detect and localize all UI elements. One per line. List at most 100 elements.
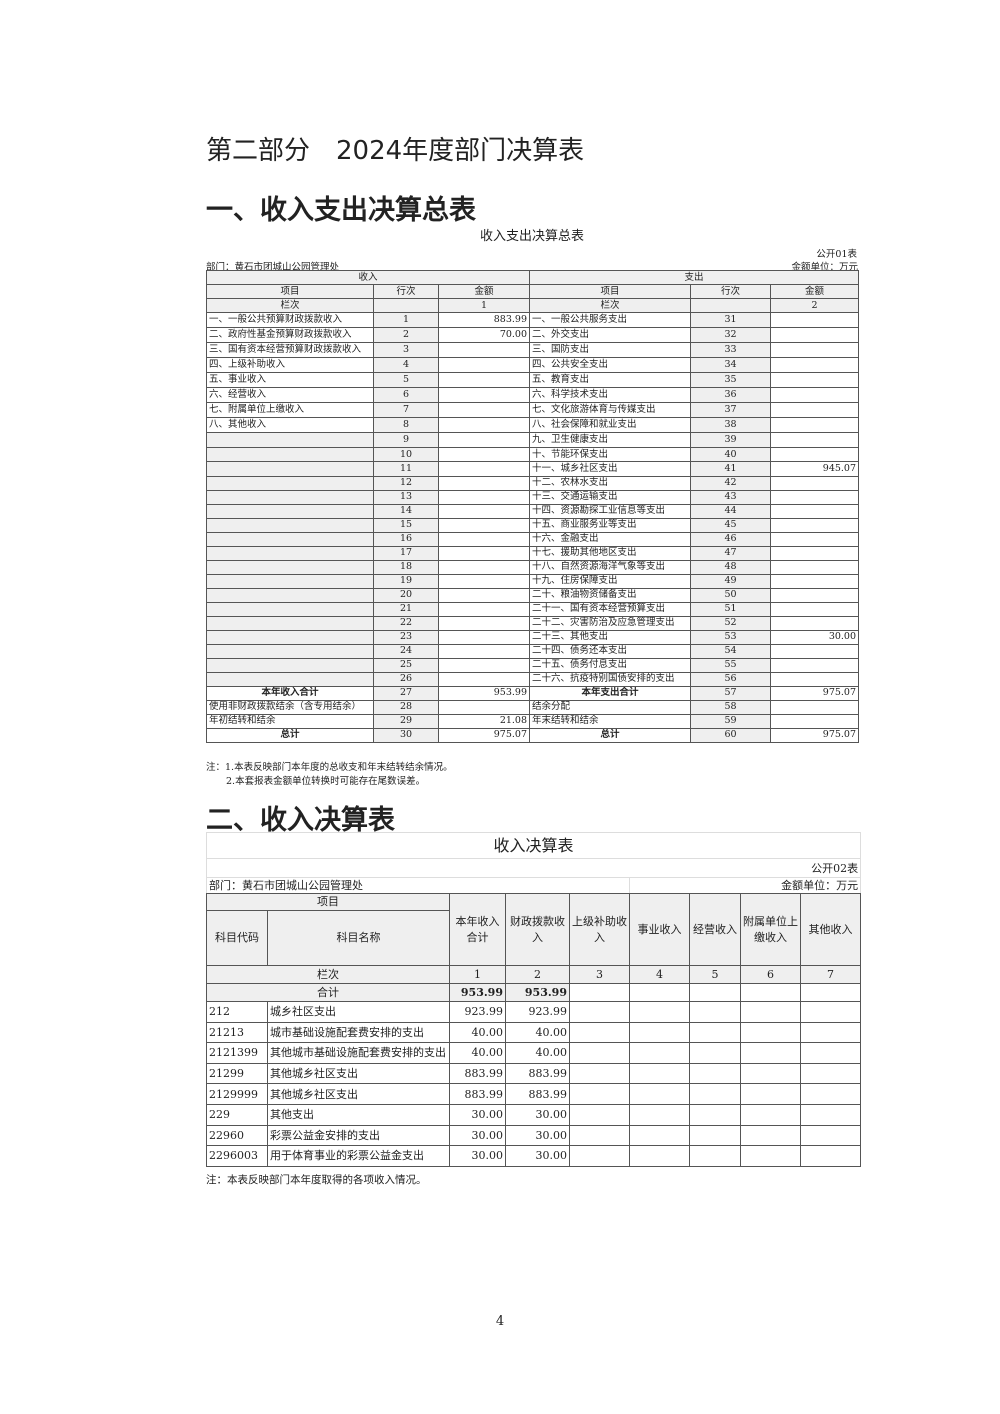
income-row-no: 17 bbox=[373, 545, 439, 561]
amount: 30.00 bbox=[449, 1145, 506, 1167]
expense-amount bbox=[770, 601, 860, 617]
amount: 883.99 bbox=[449, 1083, 506, 1105]
expense-item: 六、科学技术支出 bbox=[529, 387, 692, 403]
total-value: 953.99 bbox=[505, 983, 570, 1002]
amount bbox=[740, 1042, 801, 1064]
expense-item: 本年支出合计 bbox=[529, 685, 692, 701]
expense-row-no: 38 bbox=[690, 417, 772, 433]
col-header: 经营收入 bbox=[689, 893, 741, 966]
amount: 923.99 bbox=[449, 1001, 506, 1023]
amount bbox=[569, 1062, 630, 1085]
income-amount: 21.08 bbox=[437, 713, 531, 729]
income-item bbox=[206, 446, 374, 462]
income-row-no: 3 bbox=[373, 342, 439, 358]
expense-amount bbox=[770, 657, 860, 673]
expense-amount bbox=[770, 573, 860, 589]
col-amount: 金额 bbox=[770, 284, 860, 299]
col-number: 2 bbox=[505, 965, 570, 984]
table-row: 17 十七、援助其他地区支出 47 bbox=[206, 545, 860, 561]
expense-item: 十四、资源勘探工业信息等支出 bbox=[529, 503, 692, 519]
income-item: 总计 bbox=[206, 727, 374, 743]
income-row-no: 20 bbox=[373, 587, 439, 603]
income-row-no: 28 bbox=[373, 699, 439, 715]
amount: 30.00 bbox=[505, 1145, 570, 1167]
income-row-no: 21 bbox=[373, 601, 439, 617]
table1-unit: 金额单位：万元 bbox=[791, 262, 858, 273]
expense-amount bbox=[770, 503, 860, 519]
amount bbox=[629, 1001, 690, 1023]
income-item: 本年收入合计 bbox=[206, 685, 374, 701]
table1-note-1: 注：1.本表反映部门本年度的总收支和年末结转结余情况。 bbox=[206, 762, 453, 773]
expense-item: 十、节能环保支出 bbox=[529, 446, 692, 462]
expense-amount bbox=[770, 475, 860, 491]
table-row: 三、国有资本经营预算财政拨款收入 3 三、国防支出 33 bbox=[206, 342, 860, 358]
table-row: 七、附属单位上缴收入 7 七、文化旅游体育与传媒支出 37 bbox=[206, 402, 860, 418]
col-item: 项目 bbox=[206, 893, 450, 911]
table-row: 22 二十二、灾害防治及应急管理支出 52 bbox=[206, 615, 860, 631]
table-row: 23 二十三、其他支出 53 30.00 bbox=[206, 629, 860, 645]
table1-note-2: 2.本套报表金额单位转换时可能存在尾数误差。 bbox=[226, 776, 426, 787]
col-index: 栏次 bbox=[529, 298, 692, 313]
amount bbox=[799, 1083, 862, 1105]
amount bbox=[629, 1145, 690, 1167]
expense-row-no: 37 bbox=[690, 402, 772, 418]
part-title: 第二部分 2024年度部门决算表 bbox=[206, 136, 585, 166]
col-header: 其他收入 bbox=[799, 893, 862, 966]
amount bbox=[689, 1083, 741, 1105]
income-amount bbox=[437, 671, 531, 687]
table1-code: 公开01表 bbox=[816, 249, 857, 260]
income-amount bbox=[437, 342, 531, 358]
expense-row-no: 58 bbox=[690, 699, 772, 715]
col-number: 4 bbox=[629, 965, 690, 984]
col-item: 项目 bbox=[206, 284, 374, 299]
expense-amount: 975.07 bbox=[770, 727, 860, 743]
col-index: 栏次 bbox=[206, 965, 450, 984]
col-header: 本年收入合计 bbox=[449, 893, 506, 966]
amount: 40.00 bbox=[505, 1042, 570, 1064]
income-row-no: 14 bbox=[373, 503, 439, 519]
col-row: 行次 bbox=[690, 284, 772, 299]
income-row-no: 7 bbox=[373, 402, 439, 418]
income-amount bbox=[437, 559, 531, 575]
income-row-no: 8 bbox=[373, 417, 439, 433]
amount bbox=[740, 1124, 801, 1147]
amount: 40.00 bbox=[449, 1042, 506, 1064]
expense-row-no: 54 bbox=[690, 643, 772, 659]
income-amount bbox=[437, 657, 531, 673]
income-row-no: 11 bbox=[373, 461, 439, 477]
income-amount bbox=[437, 699, 531, 715]
income-amount bbox=[437, 545, 531, 561]
expense-item: 四、公共安全支出 bbox=[529, 357, 692, 373]
income-item: 三、国有资本经营预算财政拨款收入 bbox=[206, 342, 374, 358]
income-item: 八、其他收入 bbox=[206, 417, 374, 433]
amount: 923.99 bbox=[505, 1001, 570, 1023]
table-row: 年初结转和结余 29 21.08 年末结转和结余 59 bbox=[206, 713, 860, 729]
table1-title: 收入支出决算总表 bbox=[479, 229, 584, 244]
col-header: 事业收入 bbox=[629, 893, 690, 966]
subject-name: 其他城乡社区支出 bbox=[267, 1083, 450, 1105]
expense-item: 二十二、灾害防治及应急管理支出 bbox=[529, 615, 692, 631]
col-number: 3 bbox=[569, 965, 630, 984]
income-row-no: 26 bbox=[373, 671, 439, 687]
table-row: 26 二十六、抗疫特别国债安排的支出 56 bbox=[206, 671, 860, 687]
income-row-no: 4 bbox=[373, 357, 439, 373]
expense-header: 支出 bbox=[529, 270, 860, 285]
amount: 883.99 bbox=[449, 1062, 506, 1085]
income-item bbox=[206, 489, 374, 505]
amount: 30.00 bbox=[505, 1124, 570, 1147]
income-amount bbox=[437, 517, 531, 533]
table1-department: 部门：黄石市团城山公园管理处 bbox=[206, 262, 340, 273]
income-row-no: 25 bbox=[373, 657, 439, 673]
subject-name: 其他城市基础设施配套费安排的支出 bbox=[267, 1042, 450, 1064]
expense-item: 十六、金融支出 bbox=[529, 531, 692, 547]
total-value bbox=[799, 983, 862, 1002]
section2-title: 二、收入决算表 bbox=[206, 805, 395, 836]
amount: 40.00 bbox=[449, 1021, 506, 1044]
amount bbox=[569, 1145, 630, 1167]
subject-code: 229 bbox=[206, 1103, 268, 1126]
expense-amount bbox=[770, 587, 860, 603]
subject-code: 212 bbox=[206, 1001, 268, 1023]
income-item bbox=[206, 615, 374, 631]
expense-row-no: 60 bbox=[690, 727, 772, 743]
amount bbox=[799, 1124, 862, 1147]
